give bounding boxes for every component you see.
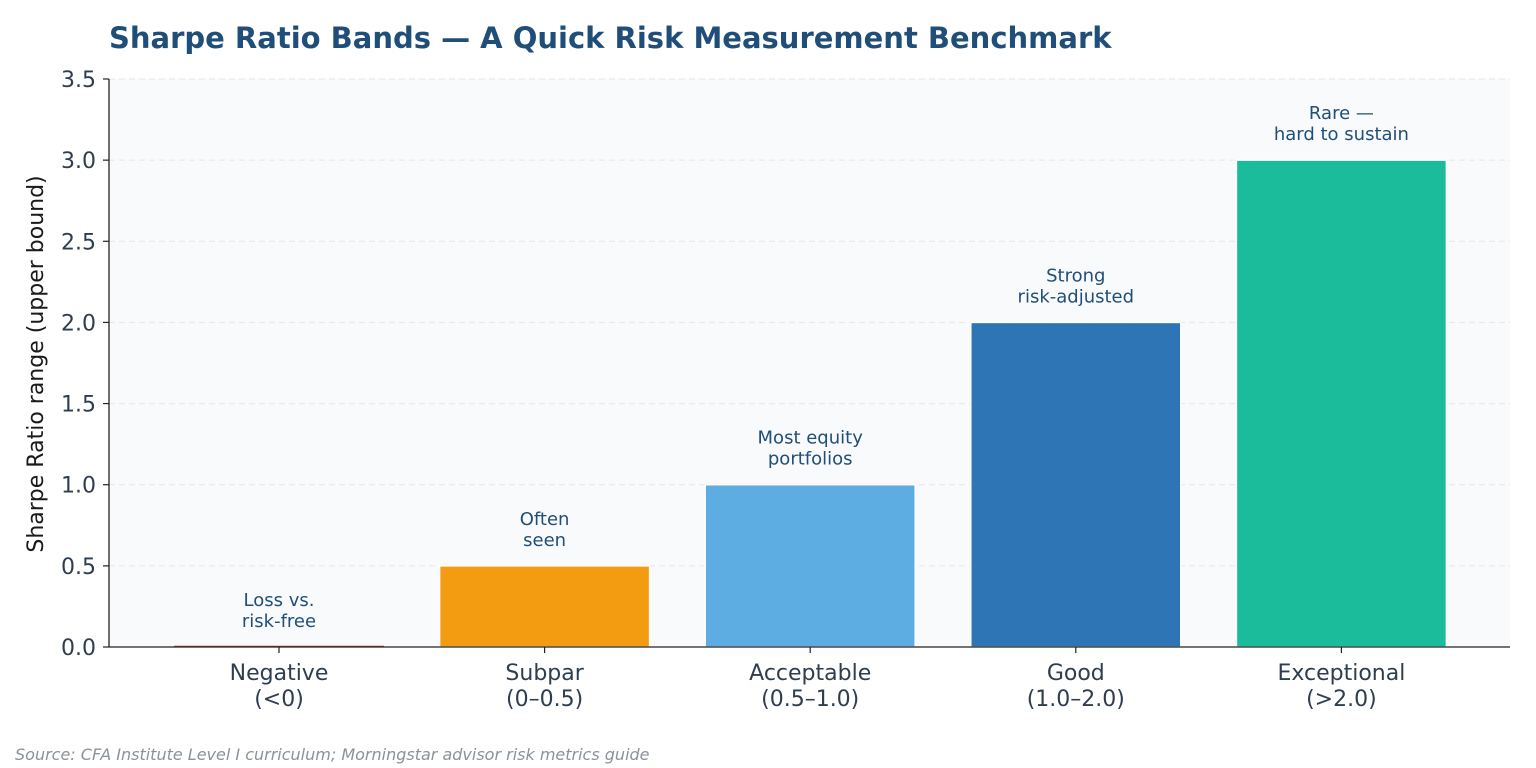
x-tick-label: Good [1047, 661, 1105, 686]
x-tick-label: (0–0.5) [506, 687, 583, 712]
bar-annotation: Strong [1046, 265, 1105, 286]
x-tick-label: (<0) [254, 687, 304, 712]
bar-annotation: Loss vs. [244, 590, 315, 611]
x-tick-label: Negative [230, 661, 329, 686]
chart-title: Sharpe Ratio Bands — A Quick Risk Measur… [109, 21, 1112, 55]
x-tick-label: Subpar [505, 661, 584, 686]
plot-area: 0.0 0.5 1.0 1.5 2.0 2.5 3.0 3.5 Loss vs.risk-fre… [61, 68, 1510, 712]
y-tick-label: 1.5 [61, 393, 96, 418]
x-tick-label: (0.5–1.0) [761, 687, 859, 712]
x-tick-label: Exceptional [1277, 661, 1405, 686]
y-tick-label: 3.0 [61, 149, 96, 174]
x-tick-label: (1.0–2.0) [1027, 687, 1125, 712]
bar-annotation: seen [523, 530, 566, 551]
bar-subpar [438, 565, 651, 648]
source-note: Source: CFA Institute Level I curriculum… [15, 745, 650, 764]
bar-annotation: risk-adjusted [1018, 286, 1135, 307]
y-tick-label: 2.0 [61, 311, 96, 336]
bar-acceptable [704, 483, 916, 648]
y-tick-label: 1.0 [61, 474, 96, 499]
x-tick-label: Acceptable [749, 661, 871, 686]
bar-annotation: Often [520, 509, 570, 530]
bar-good [970, 321, 1182, 648]
y-tick-label: 2.5 [61, 230, 96, 255]
bar-annotation: portfolios [768, 449, 853, 470]
bar-annotation: risk-free [242, 611, 316, 632]
bar-exceptional [1235, 159, 1448, 648]
x-tick-label: (>2.0) [1306, 687, 1377, 712]
y-tick-label: 0.5 [61, 555, 96, 580]
y-axis-label: Sharpe Ratio range (upper bound) [24, 175, 49, 552]
bar-annotation: Rare — [1309, 103, 1374, 124]
bar-annotation: hard to sustain [1274, 124, 1409, 145]
bar-annotation: Most equity [758, 428, 864, 449]
y-tick-label: 3.5 [61, 68, 96, 93]
y-tick-label: 0.0 [61, 636, 96, 661]
